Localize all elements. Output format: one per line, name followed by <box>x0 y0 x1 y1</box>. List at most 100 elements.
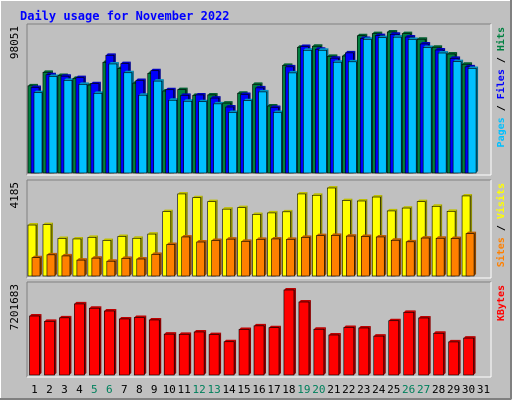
bar-side <box>474 231 477 276</box>
bar-side <box>443 331 446 375</box>
bar-sites-day-14 <box>226 238 235 277</box>
bar-sites-day-24 <box>375 236 385 277</box>
bar-top <box>372 31 383 34</box>
bar-top <box>435 48 446 51</box>
bar-kbytes-day-3 <box>59 317 70 376</box>
bar-top <box>432 45 443 48</box>
bar-kbytes-day-28 <box>433 332 444 376</box>
bar-top <box>135 78 146 81</box>
bar-top <box>48 74 59 77</box>
bar-top <box>252 82 263 85</box>
bar-top <box>408 37 419 40</box>
bar-side <box>84 258 87 276</box>
bar-sites-day-2 <box>46 254 56 277</box>
bar-top <box>333 60 344 63</box>
x-tick-label: 25 <box>387 383 400 396</box>
bar-top <box>468 66 479 69</box>
bar-top <box>132 236 143 239</box>
bar-side <box>84 301 87 375</box>
bar-top <box>466 231 477 234</box>
bar-top <box>207 92 218 95</box>
bar-top <box>45 72 56 75</box>
bar-side <box>279 236 282 276</box>
bar-top <box>268 325 281 328</box>
bar-pages-day-3 <box>63 80 73 174</box>
bar-top <box>303 48 314 51</box>
bar-top <box>450 56 461 59</box>
x-tick-label: 28 <box>432 383 445 396</box>
bar-top <box>150 68 161 71</box>
bar-top <box>330 56 341 59</box>
bar-pages-day-6 <box>108 63 118 174</box>
bar-kbytes-day-26 <box>403 312 414 376</box>
bar-kbytes-day-20 <box>313 328 325 376</box>
bar-top <box>267 210 278 213</box>
bar-top <box>390 32 401 35</box>
bar-pages-day-5 <box>93 93 103 174</box>
bar-side <box>234 237 237 276</box>
bar-kbytes-day-25 <box>388 320 400 376</box>
bar-top <box>225 105 236 108</box>
bar-top <box>270 105 281 108</box>
bar-top <box>42 222 53 225</box>
x-tick-label: 11 <box>178 383 191 396</box>
bar-top <box>406 239 417 242</box>
bar-top <box>286 237 297 240</box>
bar-kbytes-day-24 <box>373 335 385 376</box>
bar-top <box>417 37 428 40</box>
bar-kbytes-day-1 <box>29 315 40 376</box>
bar-top <box>44 319 57 322</box>
bar-sites-day-7 <box>121 258 131 277</box>
bar-sites-day-12 <box>196 241 205 277</box>
bar-top <box>46 252 57 255</box>
x-tick-label: 22 <box>342 383 355 396</box>
ylabel-part: Sites <box>495 237 507 267</box>
bar-side <box>309 235 312 276</box>
bar-kbytes-day-6 <box>104 310 115 376</box>
bar-sites-day-5 <box>91 257 101 277</box>
bar-top <box>222 101 233 104</box>
bar-top <box>447 209 458 212</box>
bar-top <box>123 70 134 73</box>
bar-kbytes-day-27 <box>418 317 429 376</box>
bar-top <box>34 90 44 93</box>
bar-top <box>297 191 308 194</box>
bar-top <box>166 242 177 245</box>
bar-pages-day-17 <box>273 112 282 174</box>
bar-top <box>222 207 233 210</box>
x-tick-label: 9 <box>151 383 158 396</box>
bar-top <box>228 110 239 113</box>
bar-side <box>398 318 401 375</box>
bar-top <box>388 318 401 321</box>
bar-top <box>282 209 293 212</box>
panel-max-label: 98051 <box>8 26 21 59</box>
bar-side <box>429 236 432 276</box>
bar-kbytes-day-7 <box>118 318 130 376</box>
bar-sites-day-3 <box>61 255 71 277</box>
bar-top <box>252 212 263 215</box>
bar-pages-day-25 <box>392 36 402 174</box>
bar-pages-day-26 <box>407 39 417 174</box>
bar-top <box>402 31 413 34</box>
bar-kbytes-day-11 <box>178 334 190 376</box>
bar-side <box>144 257 147 276</box>
bar-side <box>144 315 147 375</box>
ylabel-part: Hits <box>495 27 507 51</box>
bar-kbytes-day-30 <box>463 337 474 376</box>
bar-pages-day-2 <box>48 76 58 174</box>
bar-sites-day-13 <box>211 240 220 277</box>
bar-top <box>447 52 458 55</box>
bar-top <box>28 223 38 226</box>
bar-top <box>378 35 389 38</box>
bar-side <box>54 319 57 375</box>
bar-kbytes-day-15 <box>238 329 250 376</box>
bar-pages-day-9 <box>153 80 163 174</box>
bar-side <box>278 325 281 375</box>
bar-pages-day-19 <box>303 49 312 174</box>
bar-sites-day-20 <box>316 235 325 277</box>
bar-top <box>105 53 116 56</box>
bar-top <box>405 35 416 38</box>
bar-kbytes-day-17 <box>268 327 280 376</box>
bar-top <box>32 255 42 258</box>
